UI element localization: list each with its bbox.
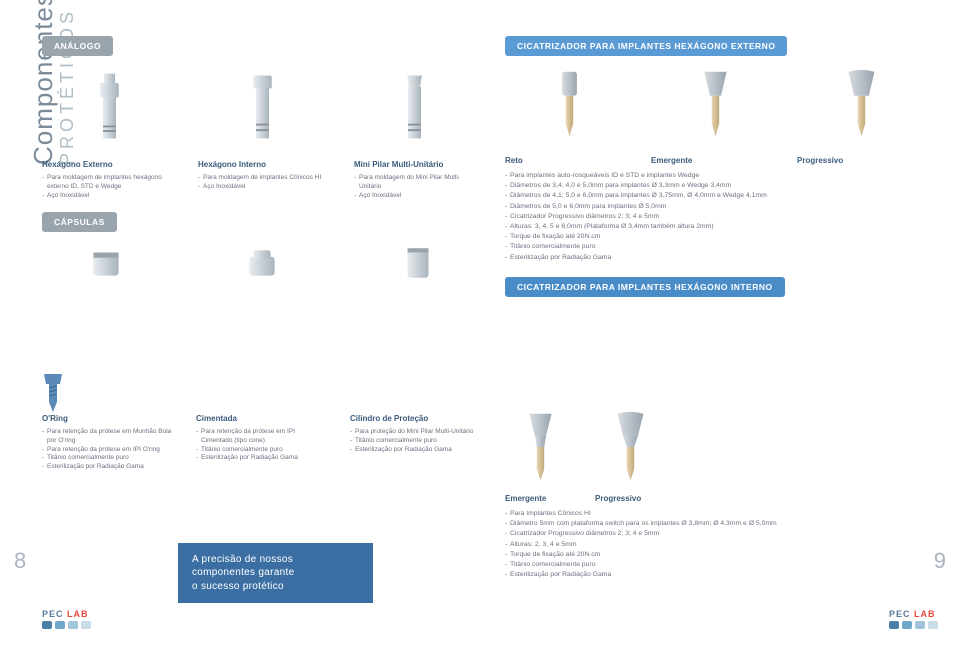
cap-title-1: Cimentada — [196, 414, 328, 423]
list-item: Para implantes auto-rosqueáveis ID e STD… — [505, 171, 925, 181]
footer-left: PEC LAB — [42, 609, 91, 629]
cicatr-int-col-1: Progressivo — [595, 494, 665, 503]
list-item: Para moldagem de implantes Cônicos HI — [198, 174, 326, 183]
list-item: Para proteção do Mini Pilar Multi-Unitár… — [350, 428, 482, 437]
capsule-images — [42, 238, 482, 288]
cicatr-ext-list: Para implantes auto-rosqueáveis ID e STD… — [505, 171, 925, 263]
capsule-cimentada-img — [198, 238, 326, 288]
dots-right — [889, 621, 938, 629]
cicatr-int-block: Emergente Progressivo Para Implantes Côn… — [505, 398, 925, 580]
cicatr-int-list: Para Implantes Cônicos HIDiâmetro 5mm co… — [505, 509, 925, 580]
dots-left — [42, 621, 91, 629]
left-column: ANÁLOGO Hexágono Externo Para moldagem d… — [42, 36, 482, 288]
logo-right: PEC LAB — [889, 609, 938, 619]
capsulas-text: O'Ring Para retenção da prótese em Munhã… — [42, 398, 482, 472]
footer-right: PEC LAB — [889, 609, 938, 629]
list-item: Aço Inoxidável — [354, 192, 482, 201]
list-item: Esterilização por Radiação Gama — [196, 454, 328, 463]
list-item: Para retenção da prótese em Munhão Bola … — [42, 428, 174, 446]
callout-l2: componentes garante — [192, 567, 294, 578]
analogo-headers: Hexágono Externo Para moldagem de implan… — [42, 154, 482, 200]
cicatr-emergente-img — [651, 64, 779, 142]
right-column: CICATRIZADOR PARA IMPLANTES HEXÁGONO EXT… — [505, 36, 925, 297]
list-item: Diâmetros de 3,4; 4,0 e 5,0mm para impla… — [505, 181, 925, 191]
list-item: Diâmetro 5mm com plataforma switch para … — [505, 519, 925, 529]
analogo-mini-pilar-img — [347, 66, 482, 144]
list-item: Cicatrizador Progressivo diâmetros 2; 3;… — [505, 212, 925, 222]
cicatr-reto-img — [505, 64, 633, 142]
analogo-title-1: Hexágono Interno — [198, 160, 326, 169]
cicatr-ext-col-0: Reto — [505, 156, 633, 165]
list-item: Diâmetros de 5,0 e 6,0mm para implantes … — [505, 202, 925, 212]
analogo-title-2: Mini Pilar Multi-Unitário — [354, 160, 482, 169]
list-item: Para moldagem do Mini Pilar Multi-Unitár… — [354, 174, 482, 192]
cicatr-progressivo-img — [797, 64, 925, 142]
list-item: Esterilização por Radiação Gama — [42, 463, 174, 472]
list-item: Esterilização por Radiação Gama — [505, 253, 925, 263]
analogo-images — [42, 66, 482, 144]
list-item: Titânio comercialmente puro — [505, 242, 925, 252]
pill-cicatr-ext: CICATRIZADOR PARA IMPLANTES HEXÁGONO EXT… — [505, 36, 787, 56]
cicatr-ext-headers: Reto Emergente Progressivo — [505, 150, 925, 165]
list-item: Diâmetros de 4,1; 5,0 e 6,0mm para impla… — [505, 191, 925, 201]
callout-box: A precisão de nossos componentes garante… — [178, 543, 373, 604]
list-item: Torque de fixação até 20N.cm — [505, 232, 925, 242]
list-item: Aço Inoxidável — [42, 192, 170, 201]
list-item: Torque de fixação até 20N.cm — [505, 550, 925, 560]
list-item: Esterilização por Radiação Gama — [350, 446, 482, 455]
screw-icon — [40, 372, 66, 416]
cap-list-0: Para retenção da prótese em Munhão Bola … — [42, 428, 174, 472]
list-item: Para Implantes Cônicos HI — [505, 509, 925, 519]
cicatr-int-emergente-img — [505, 406, 575, 484]
cicatr-ext-col-2: Progressivo — [797, 156, 925, 165]
analogo-hex-ext-img — [42, 66, 177, 144]
list-item: Titânio comercialmente puro — [42, 454, 174, 463]
cap-list-2: Para proteção do Mini Pilar Multi-Unitár… — [350, 428, 482, 454]
list-item: Cicatrizador Progressivo diâmetros 2; 3;… — [505, 529, 925, 539]
cicatr-int-progressivo-img — [595, 406, 665, 484]
page-num-left: 8 — [14, 548, 26, 574]
callout-l3: o sucesso protético — [192, 581, 284, 592]
callout-l1: A precisão de nossos — [192, 554, 293, 565]
cicatr-int-col-0: Emergente — [505, 494, 575, 503]
analogo-title-0: Hexágono Externo — [42, 160, 170, 169]
list-item: Para retenção da prótese em IPI Cimentad… — [196, 428, 328, 446]
cicatr-ext-images — [505, 64, 925, 142]
list-item: Aço Inoxidável — [198, 183, 326, 192]
cicatr-ext-col-1: Emergente — [651, 156, 779, 165]
analogo-list-1: Para moldagem de implantes Cônicos HIAço… — [198, 174, 326, 192]
list-item: Alturas: 3, 4, 5 e 6,0mm (Plataforma Ø 3… — [505, 222, 925, 232]
pill-capsulas: CÁPSULAS — [42, 212, 117, 232]
cap-list-1: Para retenção da prótese em IPI Cimentad… — [196, 428, 328, 463]
capsule-oring-img — [42, 238, 170, 288]
list-item: Esterilização por Radiação Gama — [505, 570, 925, 580]
list-item: Alturas: 2, 3, 4 e 5mm — [505, 540, 925, 550]
logo-left: PEC LAB — [42, 609, 91, 619]
analogo-list-2: Para moldagem do Mini Pilar Multi-Unitár… — [354, 174, 482, 200]
list-item: Para retenção da prótese em IPI O'ring — [42, 446, 174, 455]
analogo-list-0: Para moldagem de implantes hexágono exte… — [42, 174, 170, 200]
cicatr-int-images — [505, 406, 925, 484]
pill-analogo: ANÁLOGO — [42, 36, 113, 56]
list-item: Titânio comercialmente puro — [505, 560, 925, 570]
pill-cicatr-int: CICATRIZADOR PARA IMPLANTES HEXÁGONO INT… — [505, 277, 785, 297]
cap-title-2: Cilindro de Proteção — [350, 414, 482, 423]
list-item: Titânio comercialmente puro — [350, 437, 482, 446]
analogo-hex-int-img — [195, 66, 330, 144]
page-num-right: 9 — [934, 548, 946, 574]
capsule-cilindro-img — [354, 238, 482, 288]
list-item: Para moldagem de implantes hexágono exte… — [42, 174, 170, 192]
list-item: Titânio comercialmente puro — [196, 446, 328, 455]
